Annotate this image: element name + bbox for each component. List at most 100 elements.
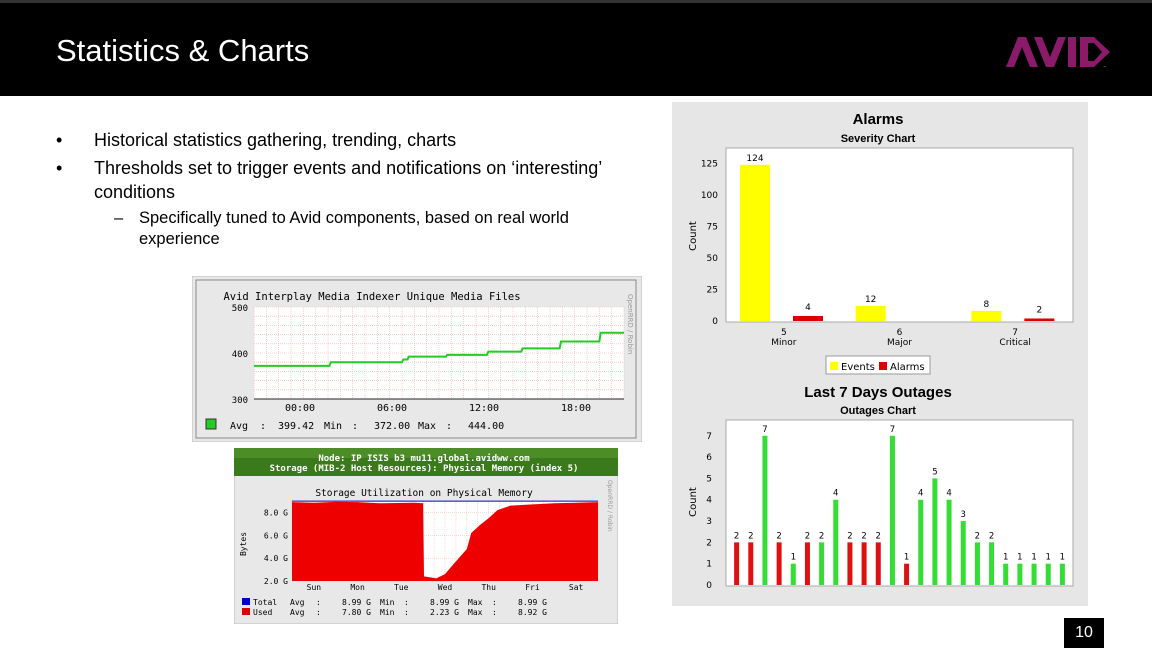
outages-heading: Last 7 Days Outages (804, 384, 952, 401)
data-label: 2 (989, 531, 994, 541)
outage-bar (918, 499, 924, 585)
legend-stat-label: Max (468, 608, 483, 617)
bullet-text: Historical statistics gathering, trendin… (94, 130, 457, 150)
outage-bar (847, 542, 853, 585)
outages-plot-area (725, 419, 1074, 587)
outage-bar (790, 563, 796, 585)
y-axis-label: Count (688, 487, 699, 517)
y-ticks: 8.0 G 6.0 G 4.0 G 2.0 G (264, 508, 288, 586)
legend-stat-label: Min (380, 608, 395, 617)
legend: Total Avg: 8.99 G Min: 8.99 G Max: 8.99 G Used A… (253, 598, 547, 617)
bullet-item: • Thresholds set to trigger events and n… (56, 156, 636, 204)
legend-stat-label: Avg (290, 598, 305, 607)
y-tick-label: 2 (706, 538, 712, 548)
data-label: 124 (746, 154, 763, 164)
data-label: 1 (1031, 553, 1036, 563)
chart-header-line1: Node: IP ISIS b3 mu11.global.avidww.com (318, 453, 530, 464)
outage-bar (989, 542, 995, 585)
x-ticks: Sun Mon Tue Wed Thu Fri Sat (307, 583, 584, 592)
data-label: 1 (904, 553, 909, 563)
slide-title: Statistics & Charts (56, 33, 310, 68)
legend-min: 8.99 G (430, 598, 459, 607)
outage-bar (804, 542, 810, 585)
legend-colon: : (260, 421, 266, 432)
legend-colon: : (404, 598, 409, 607)
data-label: 2 (819, 531, 824, 541)
legend-label-alarms: Alarms (890, 362, 925, 373)
legend-colon: : (316, 608, 321, 617)
legend-min: 372.00 (374, 421, 410, 432)
legend-colon: : (316, 598, 321, 607)
bullet-symbol: • (56, 130, 63, 150)
avid-logo: ™ (1006, 37, 1110, 70)
y-tick-label: 5 (706, 474, 712, 484)
legend-colon: : (492, 608, 497, 617)
legend-swatch (205, 418, 217, 430)
used-series-area (292, 501, 598, 581)
legend-avg: 7.80 G (342, 608, 371, 617)
chart-header-line2: Storage (MIB-2 Host Resources): Physical… (270, 463, 579, 474)
outage-bar (974, 542, 980, 585)
outage-bar (819, 542, 825, 585)
grid (253, 306, 625, 400)
chart-title: Storage Utilization on Physical Memory (315, 488, 533, 499)
legend-swatch-used (242, 608, 250, 615)
legend-min: 2.23 G (430, 608, 459, 617)
x-tick-label: 12:00 (469, 403, 499, 414)
x-tick-label: Minor (771, 338, 796, 348)
svg-text:™: ™ (1103, 65, 1107, 70)
side-label: OpenRRD / Robin (626, 294, 634, 354)
y-tick-label: 2.0 G (264, 577, 288, 586)
outage-bar (904, 563, 910, 585)
data-label: 2 (776, 531, 781, 541)
legend-avg: 399.42 (278, 421, 314, 432)
chart-header-shine (234, 448, 618, 458)
x-tick-number: 6 (897, 328, 903, 338)
x-tick-number: 7 (1012, 328, 1018, 338)
outage-bar (833, 499, 839, 585)
y-tick-label: 7 (706, 432, 712, 442)
data-label: 7 (762, 425, 767, 435)
alarms-heading: Alarms (853, 111, 904, 128)
y-axis-label: Count (688, 221, 699, 251)
legend-max: 8.92 G (518, 608, 547, 617)
data-label: 2 (748, 531, 753, 541)
legend-max: 444.00 (468, 421, 504, 432)
outage-bar (734, 542, 740, 585)
data-label: 4 (918, 489, 923, 499)
legend-colon: : (352, 421, 358, 432)
y-tick-label: 6.0 G (264, 531, 288, 540)
legend-series-name: Used (253, 608, 272, 617)
legend-stat-label: Avg (290, 608, 305, 617)
y-axis-label: Bytes (239, 532, 248, 556)
sub-bullet-text: Specifically tuned to Avid components, b… (139, 209, 569, 248)
x-tick-label: Major (887, 338, 912, 348)
y-tick-label: 0 (712, 317, 718, 327)
y-tick-label: 1 (706, 560, 712, 570)
chart-title: Avid Interplay Media Indexer Unique Medi… (223, 291, 520, 303)
y-tick-label: 50 (707, 254, 719, 264)
legend-swatch-events (830, 362, 838, 370)
legend-colon: : (404, 608, 409, 617)
y-tick-label: 4.0 G (264, 554, 288, 563)
bullet-item: • Historical statistics gathering, trend… (56, 128, 636, 152)
bullet-symbol: • (56, 158, 63, 178)
x-tick-label: Mon (350, 583, 365, 592)
outage-bar (1003, 563, 1009, 585)
legend-stat-label: Min (380, 598, 395, 607)
outage-bar (1059, 563, 1065, 585)
slide-header: Statistics & Charts ™ (0, 0, 1152, 96)
y-tick-label: 500 (232, 304, 248, 314)
events-bar (740, 164, 770, 321)
data-label: 1 (791, 553, 796, 563)
x-tick-label: 18:00 (561, 403, 591, 414)
outage-bar (932, 478, 938, 585)
x-tick-label: Sun (307, 583, 322, 592)
legend-min-label: Min (324, 421, 342, 432)
data-label: 2 (876, 531, 881, 541)
events-bar (855, 305, 886, 321)
bullet-list: • Historical statistics gathering, trend… (56, 128, 636, 250)
x-tick-number: 5 (781, 328, 787, 338)
data-label: 2 (975, 531, 980, 541)
